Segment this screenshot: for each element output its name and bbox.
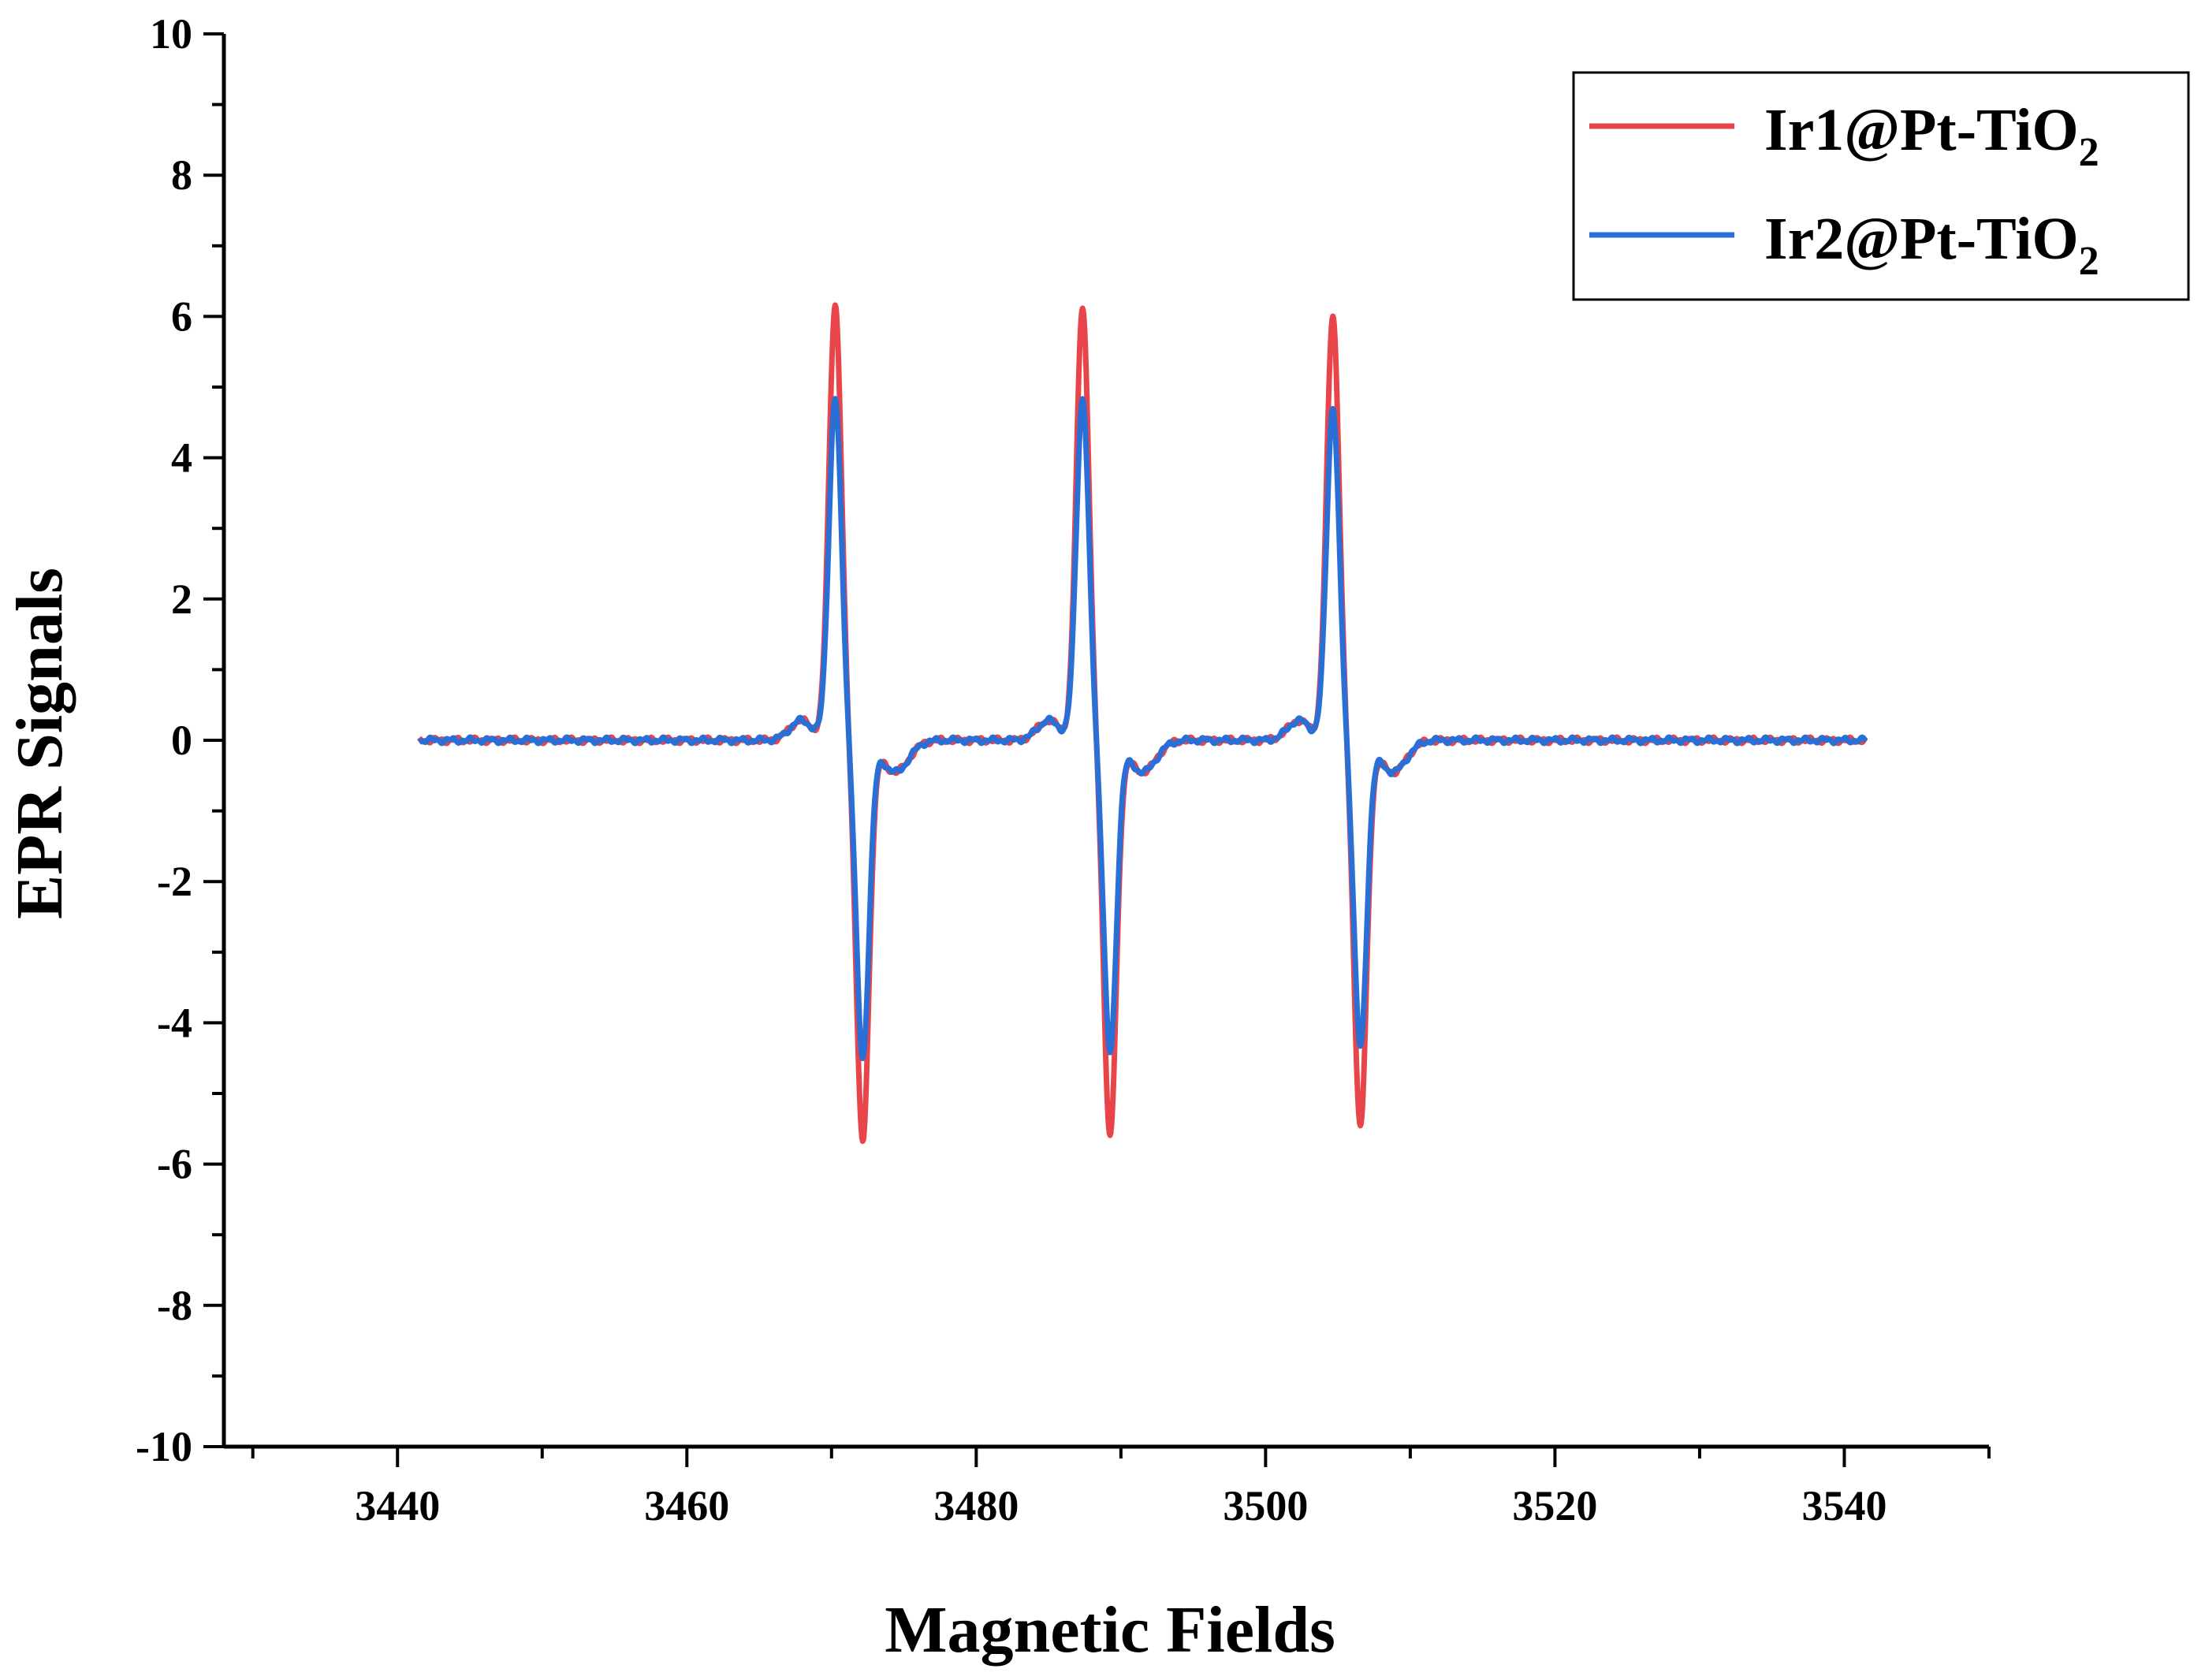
y-tick-label: -8: [157, 1282, 192, 1329]
x-tick-label: 3500: [1223, 1482, 1308, 1529]
x-tick-label: 3460: [644, 1482, 729, 1529]
y-tick-label: 0: [171, 717, 192, 764]
y-tick-label: -2: [157, 858, 192, 905]
y-tick-label: 10: [150, 10, 192, 58]
series-line-2: [417, 396, 1868, 1062]
y-tick-label: 4: [171, 434, 192, 482]
y-tick-label: 6: [171, 292, 192, 340]
axes-layer: 3440 3460 3480 3500 3520 3540 -10 -8 -6 -4 -2 0 2 4 6 8…: [136, 10, 1991, 1529]
legend-box: [1572, 71, 2190, 301]
x-axis-title: Magnetic Fields: [885, 1593, 1335, 1667]
x-tick-label: 3540: [1801, 1482, 1887, 1529]
y-tick-label: 2: [171, 576, 192, 623]
legend-label-1: Ir1@Pt-TiO2: [1764, 97, 2099, 175]
legend-label-2: Ir2@Pt-TiO2: [1764, 206, 2099, 284]
series-layer: [416, 302, 1868, 1145]
legend: Ir1@Pt-TiO2 Ir2@Pt-TiO2: [1572, 71, 2190, 301]
y-tick-label: 8: [171, 151, 192, 199]
y-tick-label: -4: [157, 999, 192, 1046]
y-axis-title: EPR Signals: [3, 568, 76, 919]
x-tick-label: 3480: [933, 1482, 1019, 1529]
series-line-1: [416, 302, 1868, 1145]
x-tick-label: 3440: [355, 1482, 440, 1529]
y-tick-label: -6: [157, 1141, 192, 1188]
x-tick-label: 3520: [1512, 1482, 1597, 1529]
y-tick-label: -10: [136, 1423, 192, 1470]
